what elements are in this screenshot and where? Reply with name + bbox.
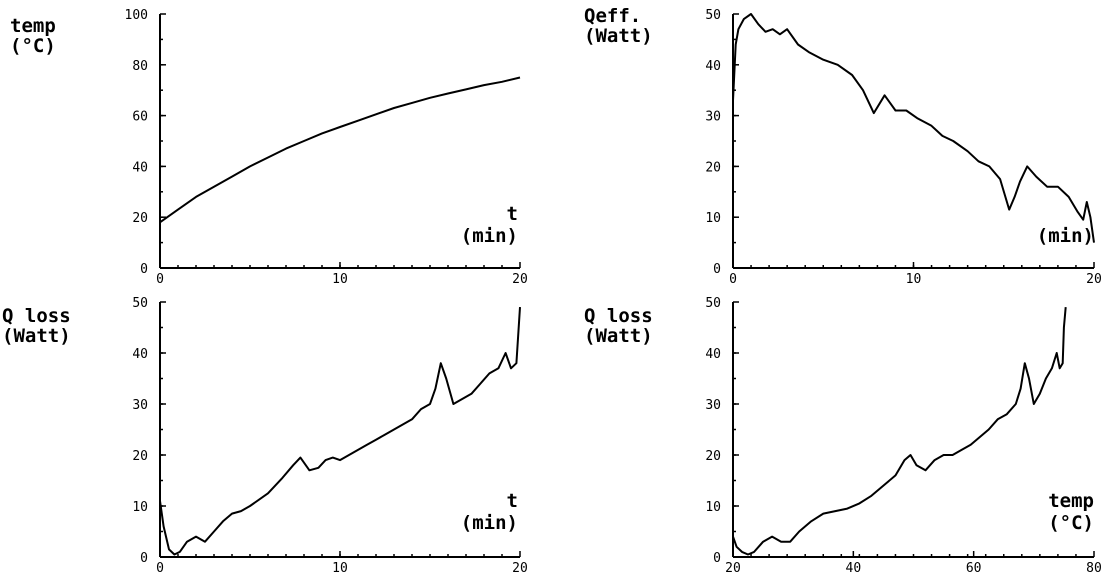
y-axis-label: (°C) bbox=[10, 35, 56, 57]
y-tick-label: 20 bbox=[705, 449, 721, 464]
y-axis-label: (Watt) bbox=[584, 325, 653, 347]
y-tick-label: 40 bbox=[705, 347, 721, 362]
x-tick-label: 80 bbox=[1086, 561, 1102, 576]
x-axis-label: (min) bbox=[461, 225, 518, 247]
y-tick-label: 20 bbox=[705, 160, 721, 175]
y-axis-label: Qeff. bbox=[584, 5, 641, 27]
y-tick-label: 40 bbox=[132, 160, 148, 175]
chart-panel-3: 0 10 20 0 10 20 30 40 50 Q loss(Watt) t(min) bbox=[2, 296, 528, 576]
x-tick-label: 10 bbox=[906, 272, 922, 287]
x-axis-label: (°C) bbox=[1048, 512, 1094, 534]
x-tick-label: 10 bbox=[332, 561, 348, 576]
y-tick-label: 30 bbox=[132, 398, 148, 413]
x-tick-label: 0 bbox=[156, 561, 164, 576]
x-tick-label: 0 bbox=[729, 272, 737, 287]
x-axis-label: (min) bbox=[1037, 225, 1094, 247]
y-tick-label: 0 bbox=[140, 551, 148, 566]
y-tick-label: 60 bbox=[132, 110, 148, 125]
y-axis-label: (Watt) bbox=[2, 325, 71, 347]
x-axis-label: t bbox=[507, 490, 518, 512]
x-tick-label: 20 bbox=[512, 272, 528, 287]
x-axis-label: temp bbox=[1048, 490, 1094, 512]
chart-panel-1: 0 10 20 0 20 40 60 80 100 temp(°C) t(min) bbox=[10, 8, 528, 287]
y-tick-label: 50 bbox=[705, 8, 721, 23]
y-tick-label: 0 bbox=[713, 262, 721, 277]
series-line bbox=[732, 13, 1095, 243]
chart-panel-2: 0 10 20 0 10 20 30 40 50 Qeff.(Watt) (min) bbox=[584, 5, 1102, 287]
y-tick-label: 20 bbox=[132, 211, 148, 226]
series-line bbox=[159, 307, 521, 556]
y-axis-label: Q loss bbox=[2, 305, 71, 327]
y-tick-label: 50 bbox=[705, 296, 721, 311]
y-tick-label: 50 bbox=[132, 296, 148, 311]
y-tick-label: 100 bbox=[125, 8, 148, 23]
y-tick-label: 40 bbox=[132, 347, 148, 362]
y-tick-label: 30 bbox=[705, 398, 721, 413]
y-tick-label: 20 bbox=[132, 449, 148, 464]
y-tick-label: 10 bbox=[705, 211, 721, 226]
y-axis-label: Q loss bbox=[584, 305, 653, 327]
x-tick-label: 40 bbox=[846, 561, 862, 576]
y-tick-label: 80 bbox=[132, 59, 148, 74]
y-axis-label: temp bbox=[10, 15, 56, 37]
chart-panel-4: 20 40 60 80 0 10 20 30 40 50 Q loss(Watt) temp(°C) bbox=[584, 296, 1102, 576]
x-tick-label: 0 bbox=[156, 272, 164, 287]
y-axis-label: (Watt) bbox=[584, 25, 653, 47]
series-line bbox=[732, 307, 1067, 556]
x-tick-label: 60 bbox=[966, 561, 982, 576]
y-tick-label: 10 bbox=[705, 500, 721, 515]
x-tick-label: 20 bbox=[725, 561, 741, 576]
y-tick-label: 30 bbox=[705, 110, 721, 125]
x-tick-label: 10 bbox=[332, 272, 348, 287]
x-tick-label: 20 bbox=[512, 561, 528, 576]
x-axis-label: t bbox=[507, 203, 518, 225]
x-tick-label: 20 bbox=[1086, 272, 1102, 287]
series-line bbox=[159, 76, 521, 224]
y-tick-label: 0 bbox=[713, 551, 721, 566]
y-tick-label: 0 bbox=[140, 262, 148, 277]
x-axis-label: (min) bbox=[461, 512, 518, 534]
y-tick-label: 10 bbox=[132, 500, 148, 515]
y-tick-label: 40 bbox=[705, 59, 721, 74]
